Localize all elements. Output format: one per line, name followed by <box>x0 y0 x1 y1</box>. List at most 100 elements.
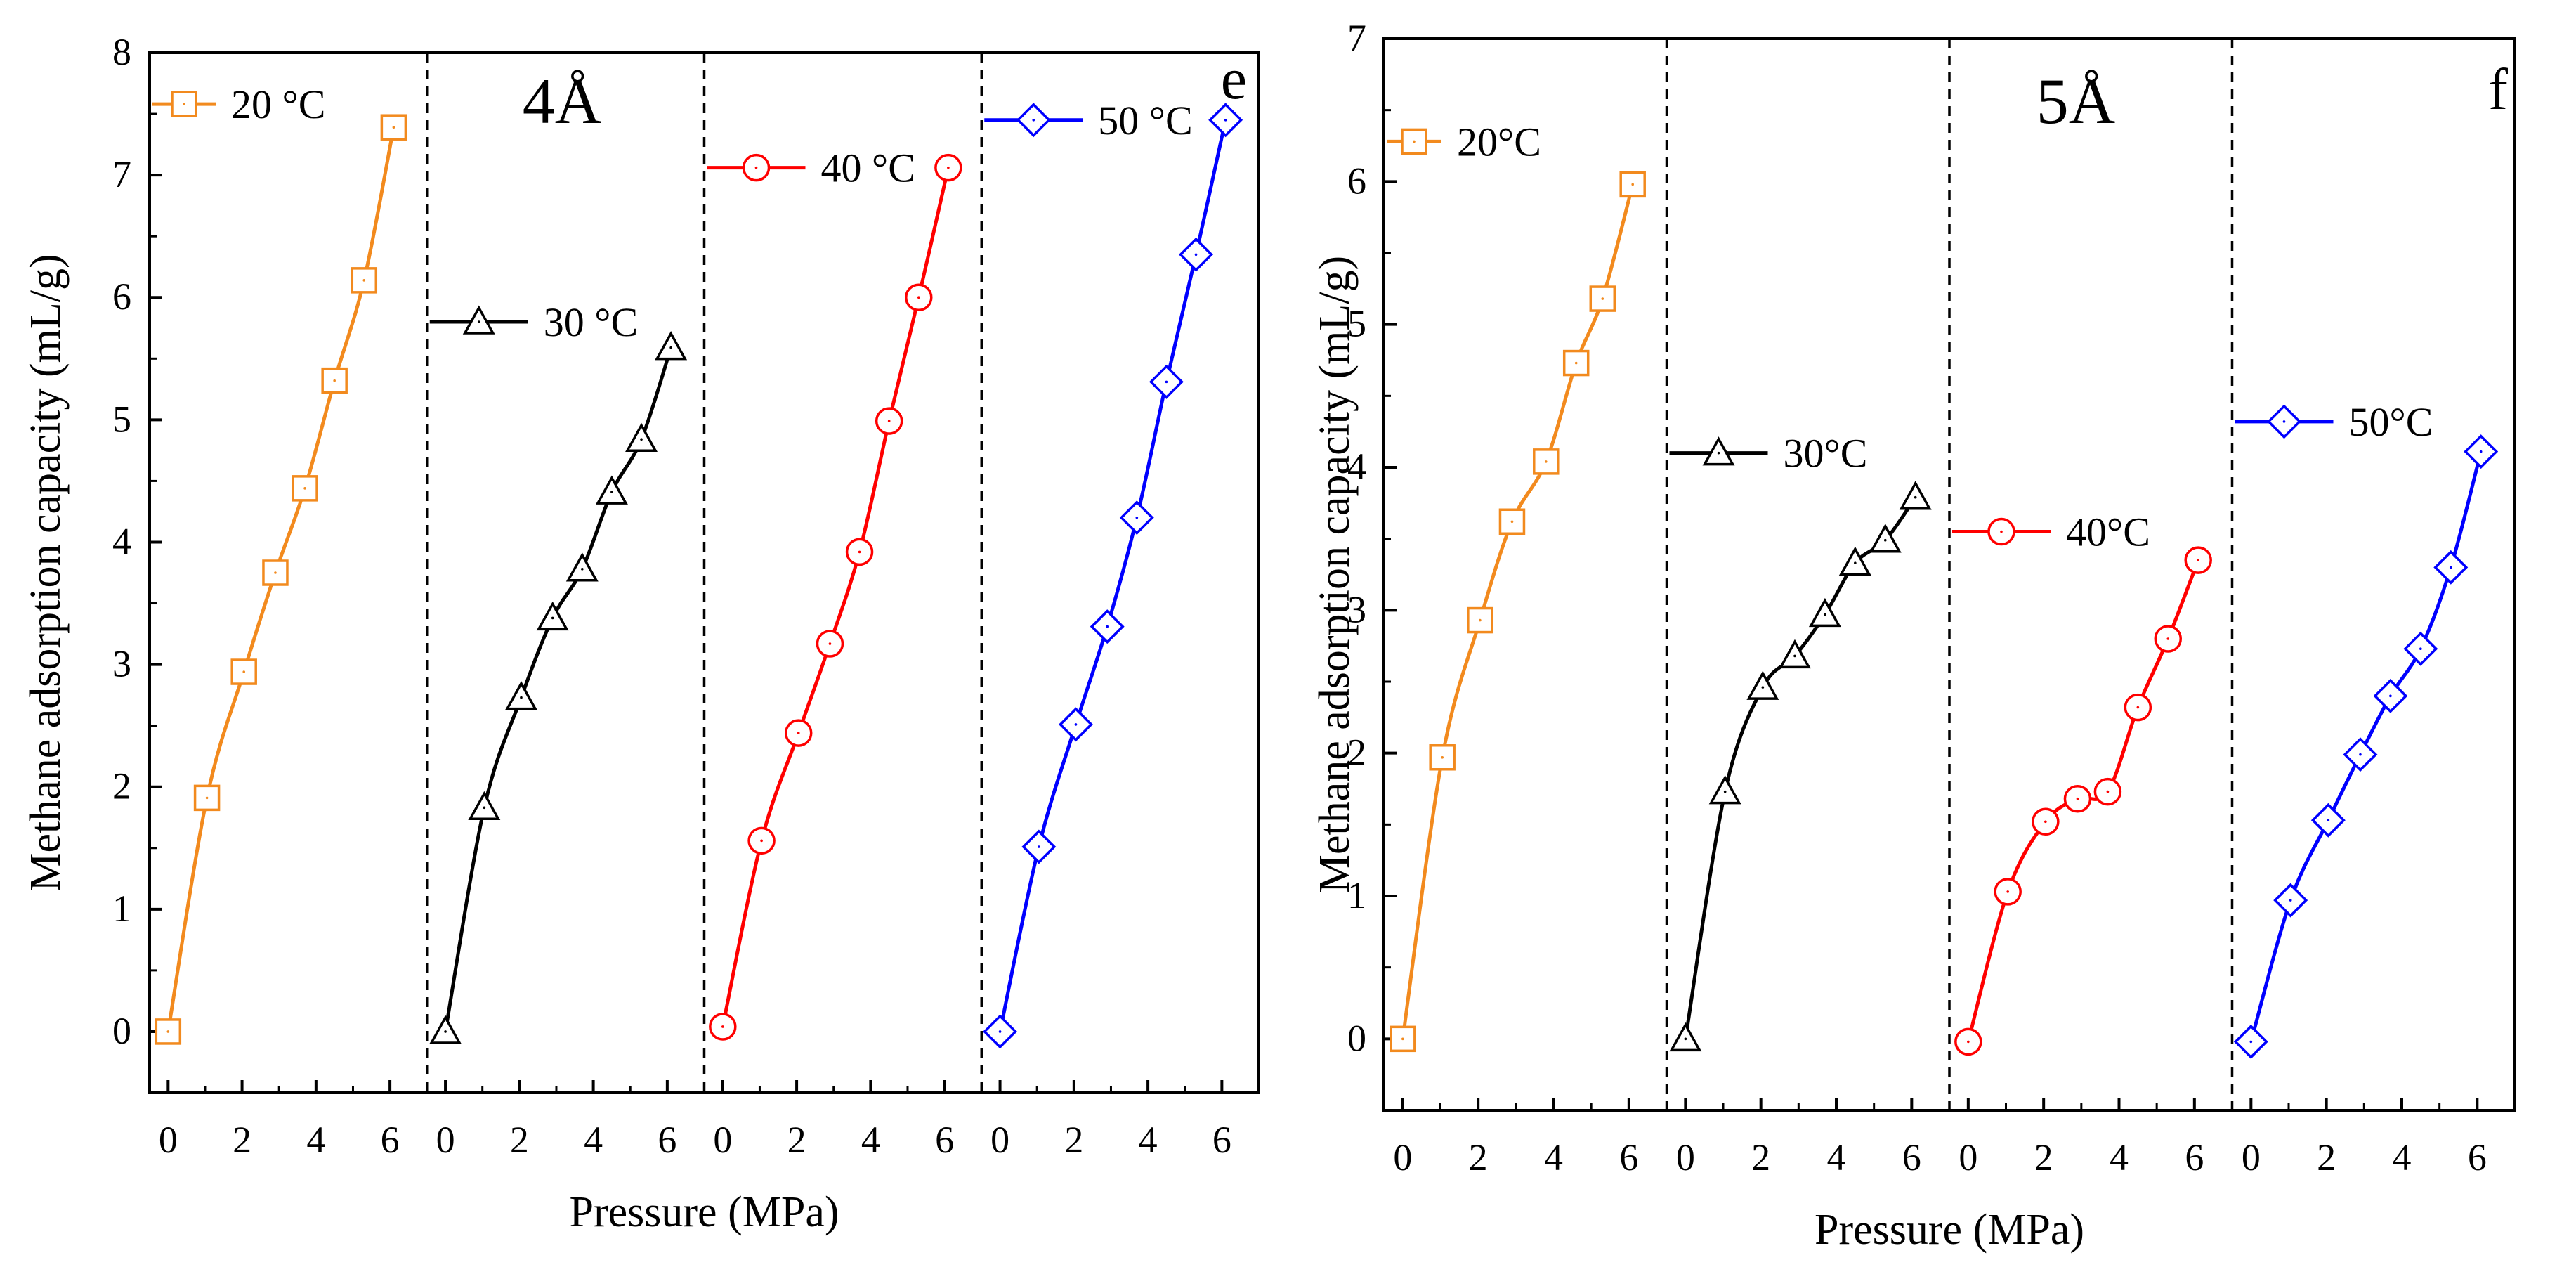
data-point-dot <box>2076 797 2079 800</box>
data-point-dot <box>333 379 336 382</box>
x-tick-label: 0 <box>1393 1136 1412 1178</box>
y-tick-label: 4 <box>1347 446 1366 488</box>
y-tick-label: 2 <box>1347 732 1366 774</box>
y-tick-label: 0 <box>1347 1017 1366 1059</box>
data-point-dot <box>610 491 613 493</box>
data-point-dot <box>581 567 584 571</box>
x-tick-label: 2 <box>787 1119 806 1161</box>
data-point-dot <box>1723 790 1727 793</box>
y-tick-label: 8 <box>112 31 131 73</box>
data-point-dot <box>1479 618 1482 622</box>
data-point-dot <box>520 696 523 699</box>
data-point-dot <box>2389 694 2392 698</box>
legend-label: 20 °C <box>231 82 325 127</box>
data-point-dot <box>2419 647 2422 651</box>
legend-marker-dot <box>1032 118 1035 122</box>
data-point-dot <box>2136 706 2140 709</box>
data-point <box>1808 597 1841 628</box>
data-point-dot <box>274 571 277 574</box>
legend-marker <box>1702 436 1735 466</box>
series-1: 0 2 4 6 30°C <box>1669 431 1951 1178</box>
data-point-dot <box>1883 538 1887 542</box>
data-point <box>1746 670 1779 700</box>
y-axis-title: Methane adsorption capacity (mL/g) <box>1311 256 1359 893</box>
legend-label: 50°C <box>2349 399 2433 445</box>
chart-e: 0 1 2 3 4 5 6 7 8 Methane adsorption capacity (mL… <box>22 31 1260 1236</box>
y-tick-label: 7 <box>112 153 131 195</box>
data-point-dot <box>1401 1037 1404 1041</box>
data-point-dot <box>1544 460 1548 463</box>
series-0: 0 2 4 6 20 °C <box>152 82 429 1161</box>
data-point <box>1708 774 1741 805</box>
x-tick-label: 0 <box>990 1119 1009 1161</box>
x-tick-label: 4 <box>2393 1136 2412 1178</box>
data-point <box>1390 1025 1416 1053</box>
x-tick-label: 0 <box>713 1119 732 1161</box>
series-0: 0 2 4 6 20°C <box>1387 119 1668 1178</box>
legend-marker-dot <box>1413 140 1416 143</box>
data-point-dot <box>2449 566 2452 569</box>
y-tick-label: 7 <box>1347 17 1366 59</box>
y-tick-label: 3 <box>1347 588 1366 630</box>
pore-size-label: 4Å <box>523 65 601 137</box>
data-point <box>1778 639 1811 669</box>
data-point-dot <box>303 487 306 490</box>
x-axis-title: Pressure (MPa) <box>570 1188 839 1236</box>
x-tick-label: 2 <box>2034 1136 2053 1178</box>
panel-letter: f <box>2488 57 2508 122</box>
data-point <box>1838 546 1871 576</box>
x-tick-label: 2 <box>1064 1119 1083 1161</box>
x-tick-label: 2 <box>510 1119 529 1161</box>
x-tick-label: 6 <box>1619 1136 1638 1178</box>
x-tick-label: 4 <box>1544 1136 1563 1178</box>
data-point-dot <box>2327 819 2330 822</box>
x-tick-label: 4 <box>1139 1119 1158 1161</box>
data-point-dot <box>721 1025 724 1028</box>
x-tick-label: 6 <box>935 1119 954 1161</box>
y-tick-label: 5 <box>112 398 131 440</box>
y-tick-label: 3 <box>112 643 131 685</box>
data-point-dot <box>1684 1037 1687 1041</box>
data-point-dot <box>1574 361 1578 365</box>
data-point <box>1533 448 1560 475</box>
y-axis-title: Methane adsorption capacity (mL/g) <box>22 254 70 891</box>
panel-letter: e <box>1221 46 1247 112</box>
data-point <box>1899 481 1932 510</box>
data-point-dot <box>483 806 486 810</box>
data-point <box>504 680 537 710</box>
series-line <box>1401 183 1635 1039</box>
data-point <box>536 601 569 631</box>
data-point-dot <box>1761 686 1765 689</box>
legend-label: 40°C <box>2066 509 2150 555</box>
series-2: 0 2 4 6 40°C <box>1952 509 2233 1178</box>
data-point-dot <box>444 1030 447 1033</box>
y-tick-label: 6 <box>1347 160 1366 202</box>
legend-marker-dot <box>1717 451 1720 455</box>
data-point-dot <box>1854 561 1857 565</box>
data-point <box>595 475 628 505</box>
x-tick-label: 6 <box>1212 1119 1231 1161</box>
y-tick-label: 4 <box>112 520 131 562</box>
data-point-dot <box>205 796 209 800</box>
data-point-dot <box>797 732 800 734</box>
x-tick-label: 0 <box>1959 1136 1977 1178</box>
data-point-dot <box>1793 654 1796 658</box>
data-point-dot <box>917 296 920 299</box>
data-point-dot <box>1194 253 1198 256</box>
data-point-dot <box>551 616 554 620</box>
x-axis-title: Pressure (MPa) <box>1815 1206 2084 1254</box>
data-point-dot <box>828 642 832 645</box>
x-tick-label: 2 <box>1751 1136 1770 1178</box>
legend-marker-dot <box>2000 530 2003 533</box>
series-line <box>1683 496 1917 1039</box>
legend-label: 20°C <box>1457 119 1541 164</box>
data-point-dot <box>2044 820 2047 824</box>
y-tick-label: 1 <box>1347 874 1366 916</box>
data-point-dot <box>242 670 246 673</box>
data-point-dot <box>1967 1040 1970 1044</box>
data-point-dot <box>1510 520 1514 524</box>
data-point-dot <box>1165 380 1168 384</box>
legend-marker-dot <box>754 166 758 169</box>
series-2: 0 2 4 6 40 °C <box>707 145 983 1161</box>
data-point-dot <box>2249 1040 2253 1044</box>
